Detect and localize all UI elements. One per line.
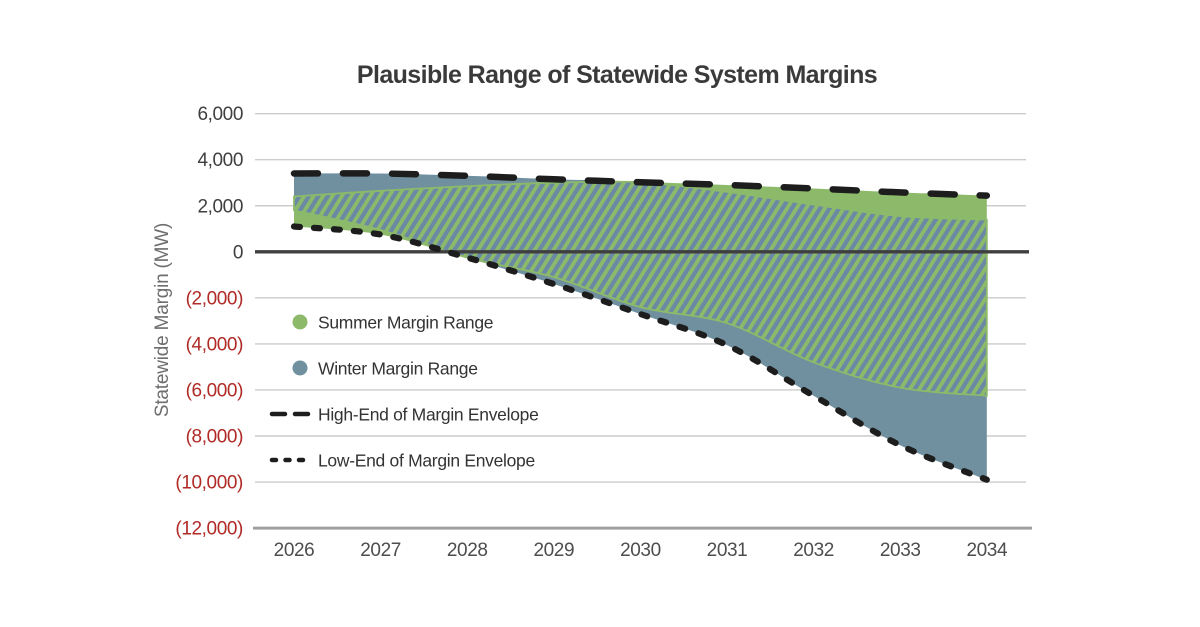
x-tick-label: 2026: [274, 540, 315, 561]
x-tick-label: 2031: [707, 540, 748, 561]
legend-label-high-end: High-End of Margin Envelope: [318, 405, 539, 425]
x-tick-labels: 2026 2027 2028 2029 2030 2031 2032 2033 2034: [274, 540, 1009, 561]
x-tick-label: 2033: [880, 540, 921, 561]
y-tick-label: 6,000: [197, 104, 243, 125]
y-tick-label: 0: [233, 242, 243, 263]
low-end-envelope-line: [290, 223, 990, 483]
y-tick-labels: 6,000 4,000 2,000 0 (2,000) (4,000) (6,000) (8,…: [175, 104, 243, 539]
y-tick-label: (8,000): [186, 427, 243, 448]
x-tick-label: 2034: [966, 540, 1008, 561]
legend-label-summer: Summer Margin Range: [318, 313, 493, 333]
high-end-envelope-line: [290, 170, 991, 199]
area-series: [293, 173, 988, 480]
x-tick-label: 2032: [793, 540, 834, 561]
y-tick-label: (6,000): [186, 380, 243, 401]
winter-range-swatch-icon: [292, 360, 308, 376]
x-tick-label: 2029: [533, 540, 574, 561]
legend-label-low-end: Low-End of Margin Envelope: [318, 451, 535, 471]
legend-item-winter: Winter Margin Range: [292, 359, 478, 379]
legend-label-winter: Winter Margin Range: [318, 359, 478, 379]
y-tick-label: 4,000: [197, 150, 243, 171]
line-series: [255, 170, 1029, 483]
x-tick-label: 2028: [447, 540, 488, 561]
y-tick-label: (4,000): [186, 334, 243, 355]
y-axis-title: Statewide Margin (MW): [152, 223, 173, 417]
y-tick-label: (10,000): [175, 473, 243, 494]
overlap-margin-area: [293, 180, 988, 397]
chart-title: Plausible Range of Statewide System Marg…: [357, 61, 877, 89]
y-tick-label: (2,000): [186, 288, 243, 309]
y-tick-label: (12,000): [175, 519, 243, 540]
legend-item-summer: Summer Margin Range: [292, 313, 494, 333]
y-tick-label: 2,000: [197, 196, 243, 217]
legend-item-low-end: Low-End of Margin Envelope: [269, 451, 535, 471]
legend: Summer Margin Range Winter Margin Range …: [269, 313, 539, 471]
x-tick-label: 2030: [620, 540, 661, 561]
summer-range-swatch-icon: [292, 314, 308, 330]
legend-item-high-end: High-End of Margin Envelope: [269, 405, 539, 425]
x-tick-label: 2027: [360, 540, 401, 561]
